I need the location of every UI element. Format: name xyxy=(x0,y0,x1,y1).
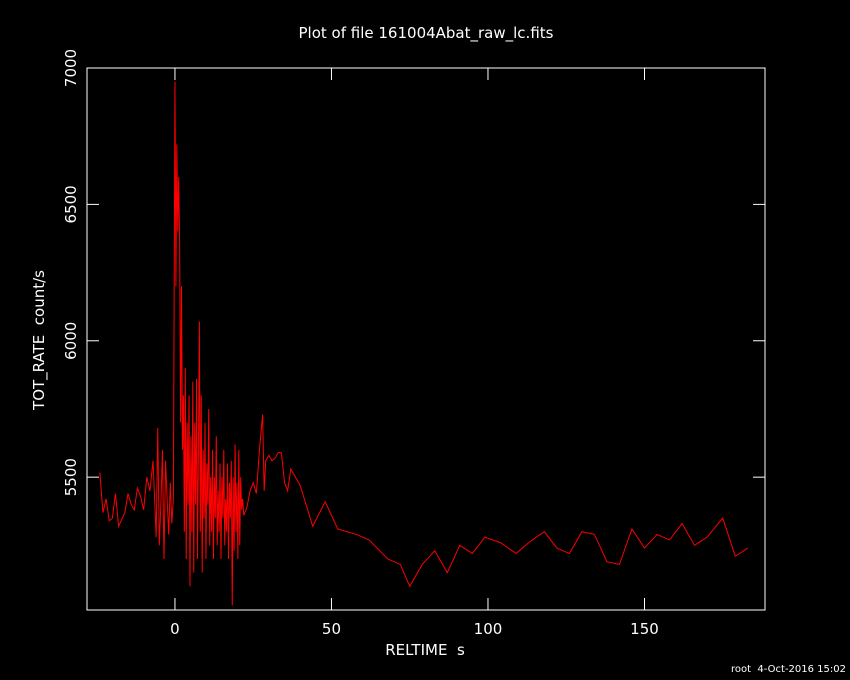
x-tick-label: 150 xyxy=(630,620,659,638)
y-tick-label: 5500 xyxy=(62,458,80,496)
x-tick-label: 50 xyxy=(322,620,341,638)
x-axis-label: RELTIME s xyxy=(385,641,465,659)
y-axis-label: TOT_RATE count/s xyxy=(30,270,49,411)
chart-title: Plot of file 161004Abat_raw_lc.fits xyxy=(299,24,554,43)
plot-frame xyxy=(86,67,766,611)
x-tick-label: 0 xyxy=(170,620,180,638)
y-tick-label: 7000 xyxy=(62,49,80,87)
y-tick-label: 6500 xyxy=(62,185,80,223)
x-tick-label: 100 xyxy=(474,620,503,638)
y-tick-label: 6000 xyxy=(62,322,80,360)
footer: root 4-Oct-2016 15:02 xyxy=(731,664,846,675)
light-curve xyxy=(99,81,749,606)
